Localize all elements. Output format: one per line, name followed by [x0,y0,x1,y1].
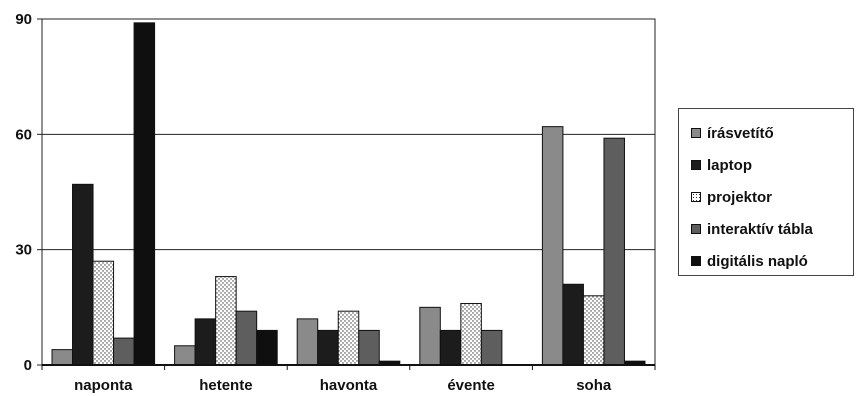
legend-item: laptop [691,149,853,181]
legend-swatch [691,160,701,170]
bar-digitális-napló-naponta [133,22,156,366]
bar-laptop-havonta [317,329,339,366]
legend-item: projektor [691,181,853,213]
bar-írásvetítő-naponta [51,349,74,366]
legend-swatch [691,224,701,234]
bar-laptop-hetente [194,318,217,366]
legend-item: írásvetítő [691,117,853,149]
bar-projektor-hetente [215,276,237,366]
bar-interaktív-tábla-havonta [358,329,380,366]
bar-digitális-napló-hetente [256,329,278,366]
y-tick-label: 30 [15,242,32,259]
legend-label: projektor [707,188,773,206]
bar-laptop-évente [439,329,462,366]
legend: írásvetítő laptop projektor interaktív tábl… [678,108,854,276]
x-tick-label: havonta [320,377,378,394]
bar-interaktív-tábla-évente [480,329,503,366]
bar-laptop-soha [562,283,584,366]
legend-swatch [691,128,701,138]
y-tick-label: 0 [24,357,32,374]
y-tick-label: 60 [15,126,32,143]
bar-projektor-évente [460,302,482,366]
bar-interaktív-tábla-soha [603,137,625,366]
bar-interaktív-tábla-hetente [235,310,258,366]
bar-projektor-soha [582,295,605,366]
x-tick-label: évente [447,377,495,394]
legend-label: interaktív tábla [707,220,813,238]
bar-írásvetítő-hetente [174,345,196,366]
legend-label: írásvetítő [707,124,774,142]
y-tick-label: 90 [15,11,32,28]
bar-projektor-havonta [337,310,360,366]
bar-írásvetítő-évente [419,306,441,366]
bar-projektor-naponta [92,260,115,366]
legend-item: digitális napló [691,245,853,277]
legend-item: interaktív tábla [691,213,853,245]
legend-swatch [691,256,701,266]
bar-írásvetítő-soha [541,126,564,366]
x-tick-label: hetente [199,377,252,394]
x-tick-label: naponta [74,377,133,394]
legend-swatch [691,192,701,202]
bar-interaktív-tábla-naponta [113,337,135,366]
legend-label: digitális napló [707,252,808,270]
legend-label: laptop [707,156,752,174]
bar-laptop-naponta [72,183,94,366]
bar-írásvetítő-havonta [296,318,319,366]
x-tick-label: soha [576,377,612,394]
